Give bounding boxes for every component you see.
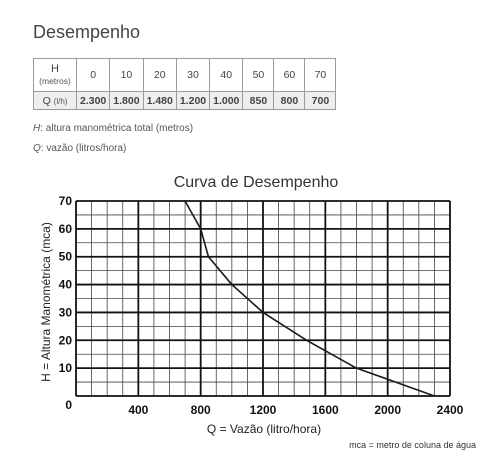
note-q-symbol: Q [33, 143, 41, 154]
y-axis-label: H = Altura Manométrica (mca) [39, 222, 53, 382]
table-row-h: H (metros) 0 10 20 30 40 50 60 70 [33, 58, 337, 92]
q-cell: 1.000 [209, 91, 244, 110]
curve-point [305, 339, 308, 342]
x-tick-label: 1600 [312, 403, 339, 417]
y-tick-label: 60 [59, 222, 73, 236]
section-title: Desempenho [33, 22, 141, 42]
y-tick-label: 10 [59, 361, 73, 375]
x-tick-label: 2400 [437, 403, 464, 417]
y-tick-label: 40 [59, 278, 73, 292]
note-h: H: altura manométrica total (metros) [33, 123, 193, 134]
note-h-symbol: H [33, 123, 41, 134]
curve-point [433, 395, 436, 397]
row-q-unit: (l/h) [53, 96, 68, 106]
h-cell: 20 [142, 58, 177, 92]
q-cell: 1.480 [142, 91, 177, 110]
q-cell: 700 [304, 91, 337, 110]
h-cell: 40 [209, 58, 244, 92]
x-tick-label: 400 [128, 403, 148, 417]
x-axis-label: Q = Vazão (litro/hora) [207, 422, 321, 436]
q-cell: 800 [273, 91, 306, 110]
q-cell: 850 [242, 91, 275, 110]
row-q-label: Q [42, 94, 51, 107]
curve-point [199, 227, 202, 230]
q-cell: 1.800 [109, 91, 144, 110]
y-tick-label: 70 [59, 194, 73, 208]
curve-point [184, 200, 186, 202]
performance-curve [184, 200, 435, 397]
y-tick-label: 20 [59, 333, 73, 347]
curve-point [207, 255, 210, 258]
h-cell: 60 [273, 58, 306, 92]
h-cell: 70 [304, 58, 337, 92]
curve-point [230, 283, 233, 286]
note-q: Q: vazão (litros/hora) [33, 143, 126, 154]
chart-footnote: mca = metro de coluna de água [349, 440, 476, 450]
q-cell: 1.200 [175, 91, 211, 110]
row-q-header: Q (l/h) [33, 91, 77, 110]
performance-table: H (metros) 0 10 20 30 40 50 60 70 Q (l/h… [33, 58, 337, 110]
q-cell: 2.300 [75, 91, 111, 110]
chart-title: Curva de Desempenho [174, 174, 339, 191]
x-tick-label: 2000 [374, 403, 401, 417]
curve-point [262, 311, 264, 314]
x-tick-label: 1200 [250, 403, 277, 417]
table-row-q: Q (l/h) 2.300 1.800 1.480 1.200 1.000 85… [33, 91, 337, 110]
note-q-text: : vazão (litros/hora) [40, 143, 127, 154]
y-tick-label: 0 [65, 398, 72, 412]
h-cell: 0 [75, 58, 111, 92]
y-tick-label: 30 [59, 305, 73, 319]
note-h-text: : altura manométrica total (metros) [40, 123, 194, 134]
curve-point [355, 367, 358, 370]
row-h-label: H [51, 63, 59, 75]
row-h-unit: (metros) [39, 76, 71, 86]
x-tick-label: 800 [191, 403, 211, 417]
y-tick-label: 50 [59, 250, 73, 264]
